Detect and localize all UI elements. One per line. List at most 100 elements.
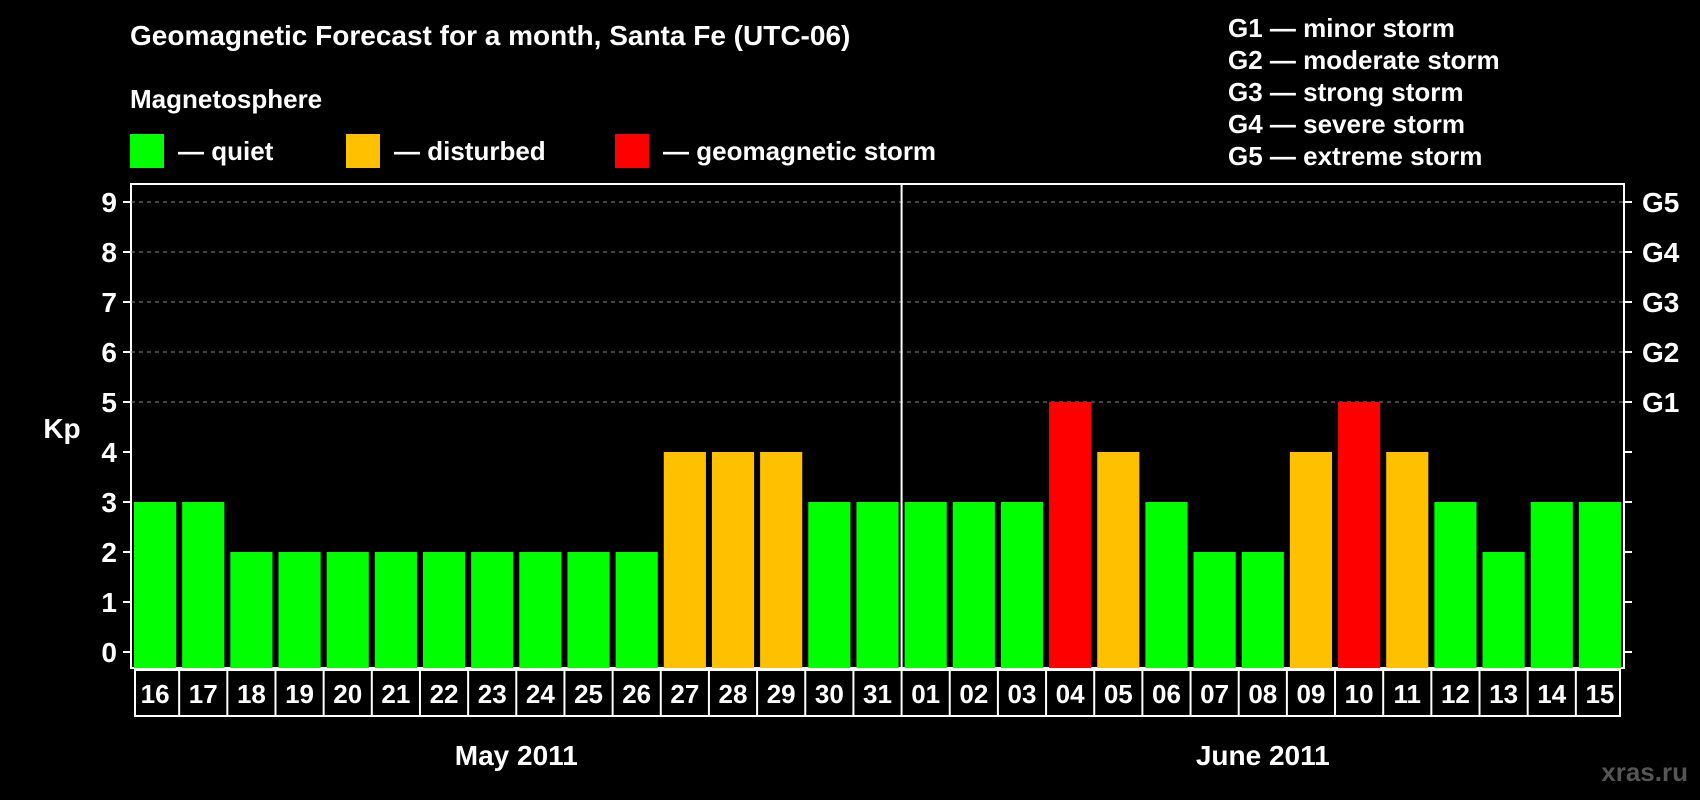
x-tick-label: 03: [1008, 679, 1037, 709]
x-tick-label: 29: [767, 679, 796, 709]
x-tick-label: 20: [333, 679, 362, 709]
bar: [471, 552, 514, 668]
bar: [230, 552, 273, 668]
x-tick-label: 05: [1104, 679, 1133, 709]
legend-item-quiet: — quiet: [130, 134, 273, 168]
x-tick-label: 27: [670, 679, 699, 709]
chart-title: Geomagnetic Forecast for a month, Santa …: [130, 20, 851, 51]
right-axis-label: G4: [1642, 237, 1680, 268]
bar: [1386, 452, 1429, 668]
bar: [808, 502, 851, 668]
bar: [760, 452, 803, 668]
bar: [374, 552, 417, 668]
x-tick-label: 16: [141, 679, 170, 709]
y-tick-label: 4: [101, 437, 117, 468]
x-tick-label: 17: [189, 679, 218, 709]
y-tick-label: 8: [101, 237, 117, 268]
bar: [1482, 552, 1525, 668]
x-tick-label: 07: [1200, 679, 1229, 709]
x-tick-label: 22: [430, 679, 459, 709]
right-axis-label: G5: [1642, 187, 1679, 218]
x-tick-label: 23: [478, 679, 507, 709]
x-tick-label: 14: [1537, 679, 1566, 709]
bar: [1338, 402, 1381, 668]
bar: [1097, 452, 1140, 668]
legend-swatch-disturbed: [346, 134, 380, 168]
bar: [1241, 552, 1284, 668]
bar: [663, 452, 706, 668]
x-tick-label: 15: [1585, 679, 1614, 709]
g-scale-item: G2 — moderate storm: [1228, 45, 1500, 75]
right-axis-label: G2: [1642, 337, 1679, 368]
x-tick-label: 26: [622, 679, 651, 709]
x-tick-label: 13: [1489, 679, 1518, 709]
legend-item-storm: — geomagnetic storm: [615, 134, 936, 168]
x-tick-label: 19: [285, 679, 314, 709]
g-scale-item: G1 — minor storm: [1228, 13, 1455, 43]
bar: [1530, 502, 1573, 668]
bar: [1578, 502, 1621, 668]
bar: [134, 502, 177, 668]
bar: [1145, 502, 1188, 668]
legend-item-disturbed: — disturbed: [346, 134, 546, 168]
bar: [1049, 402, 1092, 668]
y-tick-label: 2: [101, 537, 117, 568]
x-tick-label: 06: [1152, 679, 1181, 709]
x-tick-label: 24: [526, 679, 555, 709]
bar: [615, 552, 658, 668]
month-label: May 2011: [455, 740, 578, 771]
x-tick-label: 30: [815, 679, 844, 709]
watermark: xras.ru: [1601, 757, 1688, 787]
bar: [182, 502, 225, 668]
legend-label-disturbed: — disturbed: [394, 135, 546, 166]
date-row-frame: [134, 669, 1621, 717]
bar: [856, 502, 899, 668]
y-tick-label: 9: [101, 187, 117, 218]
x-tick-label: 12: [1441, 679, 1470, 709]
x-tick-label: 04: [1056, 679, 1085, 709]
legend-label-quiet: — quiet: [178, 135, 274, 166]
bar: [904, 502, 947, 668]
y-tick-label: 5: [101, 387, 117, 418]
bar: [1289, 452, 1333, 668]
bar: [519, 552, 562, 668]
g-scale-item: G4 — severe storm: [1228, 109, 1466, 139]
bar: [711, 452, 755, 668]
x-tick-label: 31: [863, 679, 892, 709]
x-tick-label: 08: [1248, 679, 1277, 709]
legend-label-storm: — geomagnetic storm: [663, 135, 937, 166]
bar: [1193, 552, 1236, 668]
y-axis-label: Kp: [43, 413, 80, 444]
legend-swatch-quiet: [130, 134, 164, 168]
y-tick-label: 3: [101, 487, 117, 518]
right-axis-label: G3: [1642, 287, 1679, 318]
x-tick-label: 28: [719, 679, 748, 709]
y-tick-label: 1: [101, 587, 117, 618]
x-tick-label: 25: [574, 679, 603, 709]
y-tick-label: 7: [101, 287, 117, 318]
bar: [278, 552, 321, 668]
bar: [1000, 502, 1044, 668]
bar: [326, 552, 369, 668]
x-tick-label: 09: [1296, 679, 1325, 709]
bar: [1434, 502, 1477, 668]
bar: [567, 552, 610, 668]
bar: [422, 552, 466, 668]
x-tick-label: 01: [911, 679, 940, 709]
g-scale-item: G5 — extreme storm: [1228, 141, 1483, 171]
x-tick-label: 18: [237, 679, 266, 709]
month-label: June 2011: [1196, 740, 1330, 771]
x-tick-label: 21: [381, 679, 410, 709]
legend-swatch-storm: [615, 134, 649, 168]
x-tick-label: 11: [1394, 679, 1422, 709]
x-tick-label: 10: [1345, 679, 1374, 709]
g-scale-item: G3 — strong storm: [1228, 77, 1464, 107]
y-tick-label: 6: [101, 337, 117, 368]
y-tick-label: 0: [101, 637, 117, 668]
legend-subtitle: Magnetosphere: [130, 84, 323, 114]
bar: [952, 502, 995, 668]
x-tick-label: 02: [959, 679, 988, 709]
right-axis-label: G1: [1642, 387, 1679, 418]
g-scale-legend: G1 — minor storm G2 — moderate storm G3 …: [1228, 12, 1500, 172]
